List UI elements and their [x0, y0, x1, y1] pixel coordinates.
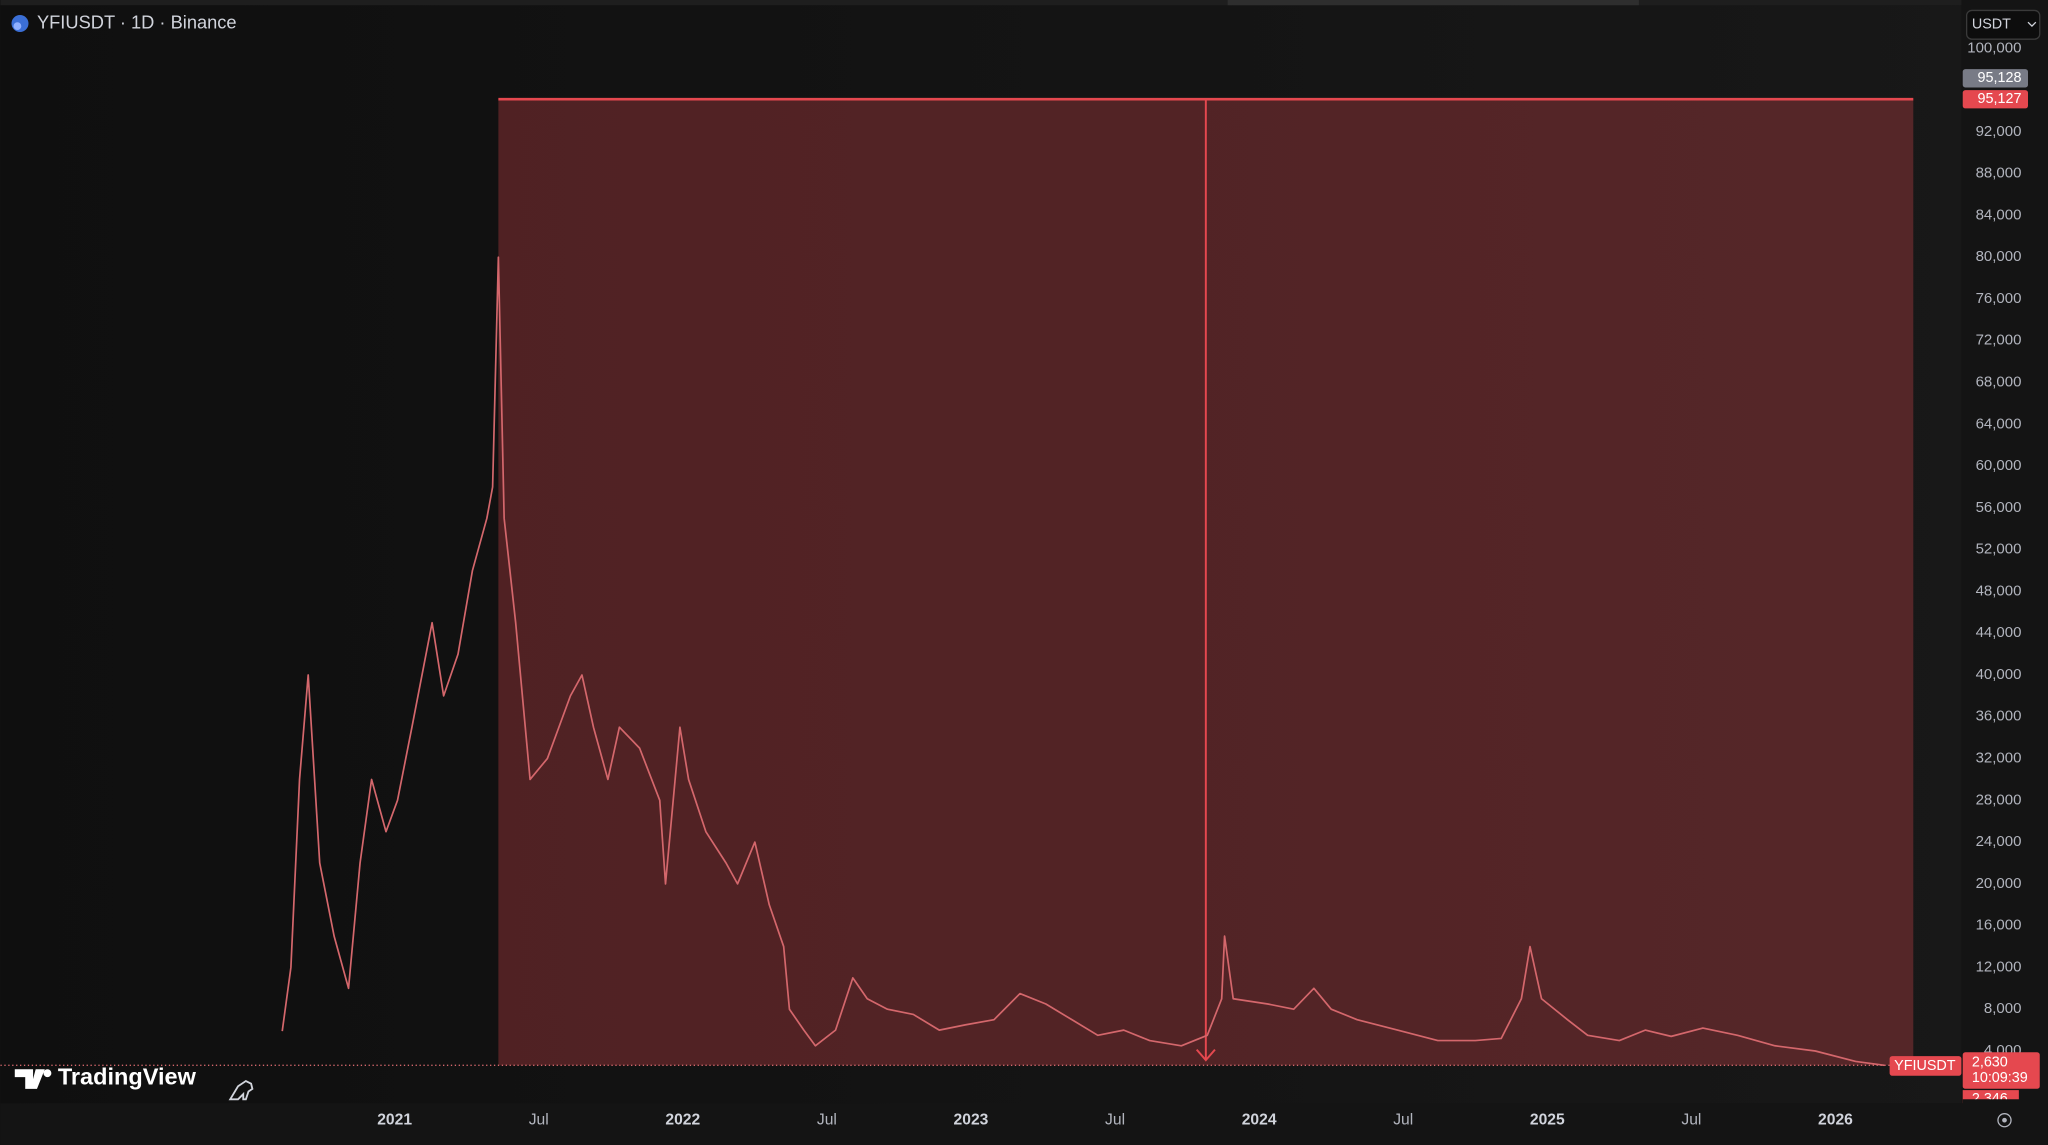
y-tick-label: 28,000 — [1976, 791, 2022, 808]
countdown: 10:09:39 — [1972, 1070, 2028, 1086]
dino-icon[interactable] — [228, 1079, 254, 1101]
y-tick-label: 80,000 — [1976, 248, 2022, 265]
y-tick-label: 24,000 — [1976, 833, 2022, 850]
currency-label[interactable]: USDT — [1972, 17, 2011, 33]
price-axis — [1961, 0, 2048, 1145]
y-tick-label: 68,000 — [1976, 374, 2022, 391]
x-tick-label: 2024 — [1242, 1111, 1277, 1128]
time-axis — [0, 1103, 2048, 1145]
y-tick-label: 60,000 — [1976, 457, 2022, 474]
settings-icon[interactable] — [1997, 1113, 2012, 1128]
x-tick-label: Jul — [1681, 1111, 1701, 1128]
x-tick-label: 2022 — [665, 1111, 700, 1128]
y-tick-label: 100,000 — [1967, 39, 2021, 56]
symbol-tag — [1889, 1056, 1962, 1076]
y-tick-label: 64,000 — [1976, 415, 2022, 432]
time-axis-cover — [1962, 1099, 2042, 1127]
y-tick-label: 16,000 — [1976, 917, 2022, 934]
brand-logo — [14, 1069, 52, 1089]
current-price-tag — [1962, 1052, 2040, 1089]
y-tick-label: 92,000 — [1976, 123, 2022, 140]
y-tick-label: 48,000 — [1976, 582, 2022, 599]
currency-chevron — [2027, 21, 2037, 28]
y-tick-label: 12,000 — [1976, 958, 2022, 975]
x-tick-label: 2026 — [1818, 1111, 1853, 1128]
price-tag — [1962, 90, 2028, 109]
y-tick-label: 56,000 — [1976, 499, 2022, 516]
price-tag-label: 95,127 — [1978, 91, 2022, 107]
price-tag-label: 95,128 — [1978, 70, 2022, 86]
y-tick-label: 72,000 — [1976, 332, 2022, 349]
y-tick-label: 84,000 — [1976, 206, 2022, 223]
x-tick-label: Jul — [817, 1111, 837, 1128]
symbol-icon-detail — [13, 22, 22, 31]
symbol-title[interactable]: YFIUSDT · 1D · Binance — [37, 11, 237, 32]
y-tick-label: 8,000 — [1984, 1000, 2022, 1017]
x-tick-label: Jul — [529, 1111, 549, 1128]
x-tick-label: 2021 — [377, 1111, 412, 1128]
x-tick-label: 2023 — [954, 1111, 989, 1128]
x-tick-label: 2025 — [1530, 1111, 1565, 1128]
brand-name: TradingView — [58, 1064, 197, 1090]
tab-strip-active — [1227, 0, 1639, 6]
symbol-tag-label: YFIUSDT — [1894, 1058, 1956, 1074]
y-tick-label: 20,000 — [1976, 875, 2022, 892]
price-line — [281, 256, 1885, 1067]
tab-strip — [0, 0, 2048, 6]
measure-arrow-head — [1195, 1048, 1216, 1062]
y-tick-label: 36,000 — [1976, 708, 2022, 725]
y-tick-label: 88,000 — [1976, 165, 2022, 182]
settings-icon-dot — [2002, 1117, 2007, 1123]
x-tick-label: Jul — [1393, 1111, 1413, 1128]
y-tick-label: 76,000 — [1976, 290, 2022, 307]
y-tick-label: 32,000 — [1976, 750, 2022, 767]
x-tick-label: Jul — [1105, 1111, 1125, 1128]
current-price-label: 2,630 — [1972, 1054, 2008, 1070]
y-tick-label: 52,000 — [1976, 541, 2022, 558]
currency-button[interactable] — [1965, 9, 2041, 40]
price-tag — [1962, 69, 2028, 88]
plot-area — [0, 97, 1962, 1067]
y-tick-label: 44,000 — [1976, 624, 2022, 641]
y-tick-label: 40,000 — [1976, 666, 2022, 683]
